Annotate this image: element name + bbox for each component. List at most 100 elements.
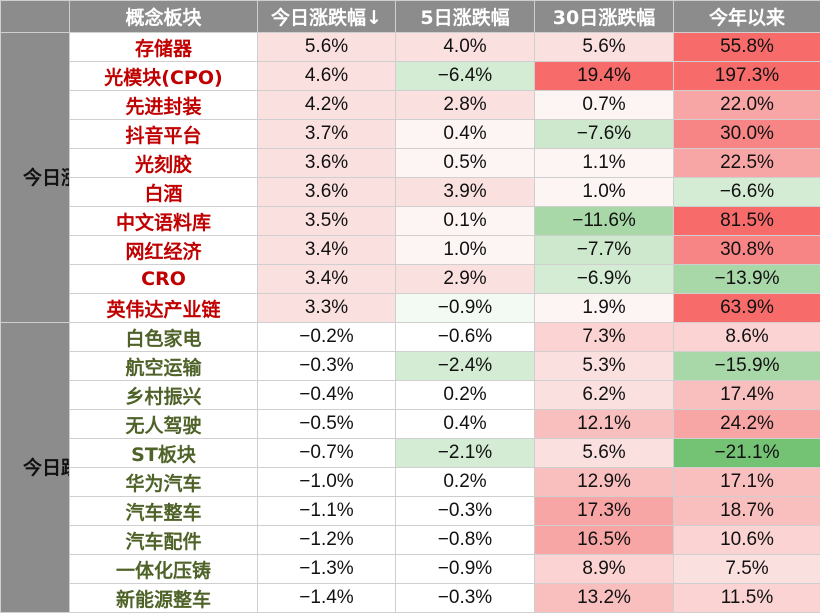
- sector-name[interactable]: 新能源整车: [70, 584, 258, 613]
- today-change-cell: 3.6%: [258, 178, 396, 207]
- ytd-change-cell: 18.7%: [674, 497, 820, 526]
- table-row[interactable]: 光模块(CPO)4.6%−6.4%19.4%197.3%: [1, 62, 820, 91]
- 30day-change-cell: 19.4%: [535, 62, 674, 91]
- table-row[interactable]: 无人驾驶−0.5%0.4%12.1%24.2%: [1, 410, 820, 439]
- sector-name[interactable]: 中文语料库: [70, 207, 258, 236]
- 30day-change-cell: 12.1%: [535, 410, 674, 439]
- 30day-change-cell: 6.2%: [535, 381, 674, 410]
- group-label-text: 今日涨幅前十: [23, 163, 47, 193]
- sector-name[interactable]: 汽车配件: [70, 526, 258, 555]
- today-change-cell: −0.3%: [258, 352, 396, 381]
- table-row[interactable]: 汽车整车−1.1%−0.3%17.3%18.7%: [1, 497, 820, 526]
- 30day-change-cell: 8.9%: [535, 555, 674, 584]
- column-header-today-change[interactable]: 今日涨跌幅↓: [258, 1, 396, 33]
- ytd-change-cell: 30.8%: [674, 236, 820, 265]
- table-row[interactable]: 汽车配件−1.2%−0.8%16.5%10.6%: [1, 526, 820, 555]
- 30day-change-cell: −11.6%: [535, 207, 674, 236]
- 30day-change-cell: 17.3%: [535, 497, 674, 526]
- ytd-change-cell: 7.5%: [674, 555, 820, 584]
- sector-name[interactable]: 航空运输: [70, 352, 258, 381]
- ytd-change-cell: 10.6%: [674, 526, 820, 555]
- 5day-change-cell: 0.2%: [396, 468, 535, 497]
- sector-name[interactable]: 一体化压铸: [70, 555, 258, 584]
- table-row[interactable]: 乡村振兴−0.4%0.2%6.2%17.4%: [1, 381, 820, 410]
- 5day-change-cell: −2.4%: [396, 352, 535, 381]
- sector-name[interactable]: 存储器: [70, 33, 258, 62]
- today-change-cell: 3.5%: [258, 207, 396, 236]
- ytd-change-cell: 30.0%: [674, 120, 820, 149]
- table-row[interactable]: 新能源整车−1.4%−0.3%13.2%11.5%: [1, 584, 820, 613]
- sector-name[interactable]: 网红经济: [70, 236, 258, 265]
- sector-name[interactable]: 无人驾驶: [70, 410, 258, 439]
- group-label-top-gainers: 今日涨幅前十: [1, 33, 70, 323]
- 5day-change-cell: 3.9%: [396, 178, 535, 207]
- 30day-change-cell: 0.7%: [535, 91, 674, 120]
- sector-name[interactable]: 华为汽车: [70, 468, 258, 497]
- sector-name[interactable]: 光模块(CPO): [70, 62, 258, 91]
- column-header-30day-change[interactable]: 30日涨跌幅: [535, 1, 674, 33]
- sector-name[interactable]: 英伟达产业链: [70, 294, 258, 323]
- ytd-change-cell: 24.2%: [674, 410, 820, 439]
- 5day-change-cell: −0.9%: [396, 294, 535, 323]
- 5day-change-cell: −0.8%: [396, 526, 535, 555]
- sector-name[interactable]: CRO: [70, 265, 258, 294]
- today-change-cell: −1.2%: [258, 526, 396, 555]
- group-label-text: 今日跌幅前十: [23, 453, 47, 483]
- column-header-ytd-change[interactable]: 今年以来: [674, 1, 820, 33]
- table-body: 今日涨幅前十存储器5.6%4.0%5.6%55.8%光模块(CPO)4.6%−6…: [1, 33, 820, 613]
- ytd-change-cell: 55.8%: [674, 33, 820, 62]
- ytd-change-cell: 17.4%: [674, 381, 820, 410]
- ytd-change-cell: 17.1%: [674, 468, 820, 497]
- today-change-cell: −0.7%: [258, 439, 396, 468]
- today-change-cell: 5.6%: [258, 33, 396, 62]
- 5day-change-cell: 0.2%: [396, 381, 535, 410]
- sector-name[interactable]: ST板块: [70, 439, 258, 468]
- sector-name[interactable]: 汽车整车: [70, 497, 258, 526]
- 5day-change-cell: −0.9%: [396, 555, 535, 584]
- sector-name[interactable]: 光刻胶: [70, 149, 258, 178]
- table-row[interactable]: 今日涨幅前十存储器5.6%4.0%5.6%55.8%: [1, 33, 820, 62]
- sector-name[interactable]: 先进封装: [70, 91, 258, 120]
- ytd-change-cell: 81.5%: [674, 207, 820, 236]
- header-row: 概念板块 今日涨跌幅↓ 5日涨跌幅 30日涨跌幅 今年以来: [1, 1, 820, 33]
- sector-name[interactable]: 白色家电: [70, 323, 258, 352]
- column-header-sector: 概念板块: [70, 1, 258, 33]
- 30day-change-cell: 12.9%: [535, 468, 674, 497]
- sector-name[interactable]: 乡村振兴: [70, 381, 258, 410]
- corner-cell: [1, 1, 70, 33]
- 30day-change-cell: −6.9%: [535, 265, 674, 294]
- today-change-cell: −1.4%: [258, 584, 396, 613]
- table-row[interactable]: 一体化压铸−1.3%−0.9%8.9%7.5%: [1, 555, 820, 584]
- ytd-change-cell: −15.9%: [674, 352, 820, 381]
- 30day-change-cell: 5.6%: [535, 33, 674, 62]
- sector-name[interactable]: 白酒: [70, 178, 258, 207]
- 5day-change-cell: −2.1%: [396, 439, 535, 468]
- 5day-change-cell: 4.0%: [396, 33, 535, 62]
- today-change-cell: −1.0%: [258, 468, 396, 497]
- group-label-top-losers: 今日跌幅前十: [1, 323, 70, 613]
- 5day-change-cell: 2.8%: [396, 91, 535, 120]
- today-change-cell: 3.4%: [258, 236, 396, 265]
- 30day-change-cell: −7.6%: [535, 120, 674, 149]
- 5day-change-cell: 0.4%: [396, 410, 535, 439]
- today-change-cell: 3.7%: [258, 120, 396, 149]
- table-row[interactable]: 华为汽车−1.0%0.2%12.9%17.1%: [1, 468, 820, 497]
- table-row[interactable]: 航空运输−0.3%−2.4%5.3%−15.9%: [1, 352, 820, 381]
- today-change-cell: −1.1%: [258, 497, 396, 526]
- 30day-change-cell: 1.9%: [535, 294, 674, 323]
- table-row[interactable]: ST板块−0.7%−2.1%5.6%−21.1%: [1, 439, 820, 468]
- ytd-change-cell: 63.9%: [674, 294, 820, 323]
- sector-name[interactable]: 抖音平台: [70, 120, 258, 149]
- today-change-cell: 3.6%: [258, 149, 396, 178]
- table-row[interactable]: 今日跌幅前十白色家电−0.2%−0.6%7.3%8.6%: [1, 323, 820, 352]
- column-header-5day-change[interactable]: 5日涨跌幅: [396, 1, 535, 33]
